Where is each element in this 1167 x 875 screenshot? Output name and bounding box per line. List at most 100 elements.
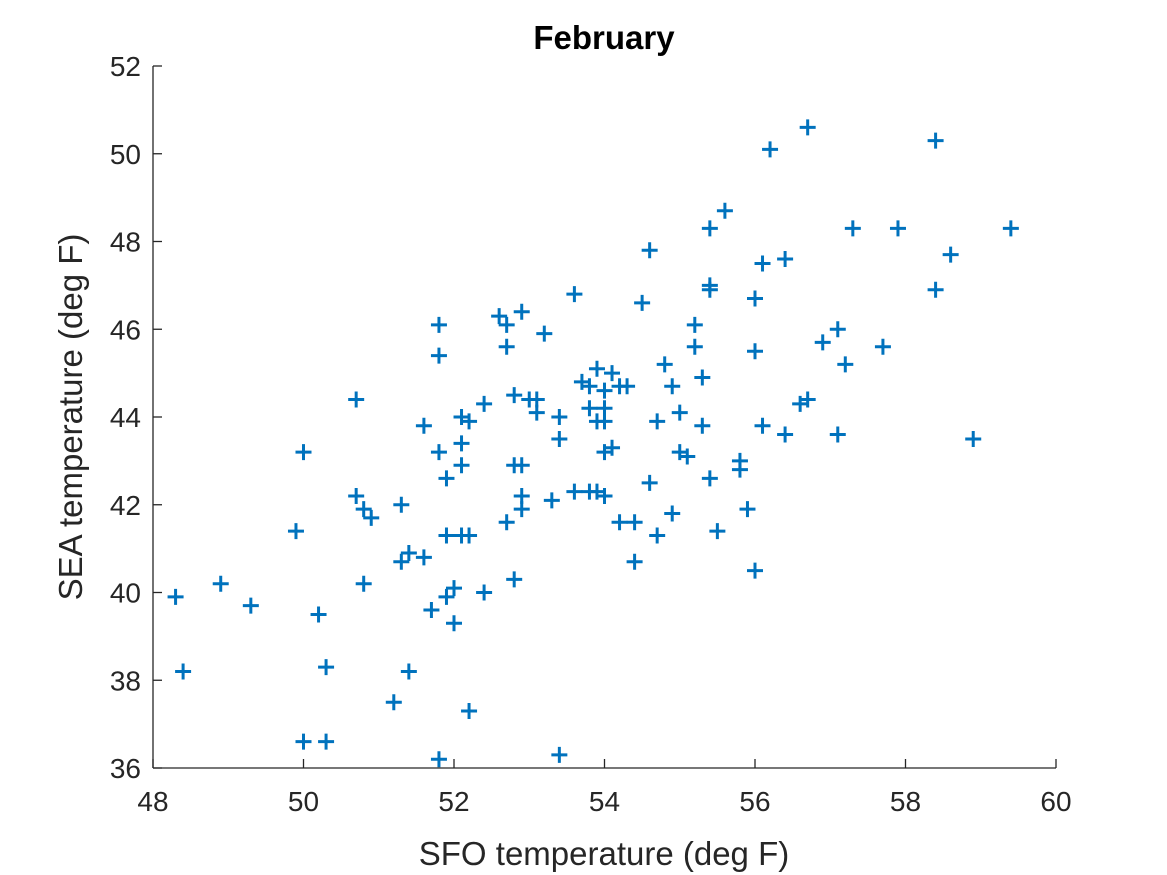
data-point	[543, 492, 560, 509]
data-point	[551, 409, 568, 425]
y-tick-label: 40	[110, 578, 141, 609]
data-point	[430, 751, 447, 768]
data-point	[671, 404, 688, 421]
data-point	[874, 338, 891, 355]
data-point	[701, 470, 718, 487]
data-point	[596, 382, 613, 399]
data-point	[889, 220, 906, 237]
data-point	[566, 483, 583, 500]
y-tick-label: 42	[110, 490, 141, 521]
data-point	[498, 514, 515, 531]
data-point	[596, 413, 613, 430]
data-point	[799, 119, 816, 136]
data-point	[453, 435, 470, 452]
data-point	[498, 316, 515, 333]
data-point	[393, 553, 410, 570]
data-point	[430, 444, 447, 461]
y-tick-label: 44	[110, 402, 141, 433]
data-point	[1002, 220, 1019, 237]
data-point	[400, 545, 417, 562]
data-point	[536, 325, 553, 342]
data-point	[814, 334, 831, 351]
data-point	[701, 220, 718, 237]
data-point	[242, 597, 259, 614]
data-point	[747, 343, 763, 360]
data-point	[498, 338, 515, 355]
data-point	[739, 501, 756, 518]
data-points	[167, 119, 1019, 768]
data-point	[641, 474, 658, 491]
data-point	[649, 527, 666, 544]
data-point	[754, 255, 771, 272]
data-point	[355, 501, 372, 518]
y-axis-label: SEA temperature (deg F)	[52, 234, 89, 601]
data-point	[709, 523, 726, 540]
data-point	[701, 281, 718, 298]
data-point	[799, 391, 816, 408]
data-point	[506, 571, 523, 588]
y-tick-label: 46	[110, 314, 141, 345]
x-axis-label: SFO temperature (deg F)	[419, 835, 789, 872]
data-point	[694, 369, 711, 386]
data-point	[175, 663, 192, 680]
data-point	[295, 733, 312, 750]
data-point	[461, 413, 478, 430]
data-point	[566, 286, 583, 303]
data-point	[318, 733, 335, 750]
data-point	[491, 308, 508, 325]
data-point	[656, 356, 673, 373]
data-point	[430, 347, 447, 364]
data-point	[829, 321, 846, 338]
data-point	[679, 448, 696, 465]
x-tick-label: 48	[137, 786, 168, 817]
data-point	[513, 501, 530, 518]
data-point	[355, 575, 372, 592]
data-point	[747, 290, 763, 307]
y-tick-label: 52	[110, 51, 141, 82]
data-point	[528, 404, 545, 421]
y-tick-label: 48	[110, 227, 141, 258]
x-tick-label: 58	[890, 786, 921, 817]
data-point	[588, 360, 605, 377]
data-point	[581, 400, 598, 417]
y-tick-label: 36	[110, 753, 141, 784]
data-point	[461, 527, 478, 544]
data-point	[476, 584, 493, 601]
data-point	[596, 487, 613, 504]
data-point	[694, 417, 711, 434]
data-point	[415, 549, 432, 566]
x-ticks: 48 50 52 54 56 58 60	[137, 759, 1072, 817]
data-point	[581, 378, 598, 395]
data-point	[423, 602, 440, 619]
data-point	[430, 316, 447, 333]
data-point	[287, 523, 304, 540]
data-point	[513, 457, 530, 474]
data-point	[318, 659, 335, 676]
data-point	[777, 426, 794, 443]
data-point	[446, 580, 462, 597]
data-point	[664, 505, 681, 522]
chart-title: February	[533, 19, 675, 56]
data-point	[385, 694, 402, 711]
data-point	[829, 426, 846, 443]
data-point	[634, 294, 651, 311]
x-tick-label: 56	[739, 786, 770, 817]
data-point	[476, 395, 493, 412]
data-point	[212, 575, 229, 592]
data-point	[686, 316, 703, 333]
data-point	[762, 141, 779, 158]
data-point	[438, 470, 455, 487]
x-tick-label: 50	[288, 786, 319, 817]
data-point	[513, 303, 530, 320]
data-point	[551, 430, 568, 447]
data-point	[438, 588, 455, 605]
data-point	[604, 365, 621, 382]
x-tick-label: 60	[1040, 786, 1071, 817]
data-point	[446, 615, 462, 632]
y-ticks: 36 38 40 42 44 46 48 50 52	[110, 51, 162, 784]
data-point	[664, 378, 681, 395]
data-point	[844, 220, 861, 237]
data-point	[731, 461, 748, 478]
data-point	[942, 246, 959, 263]
